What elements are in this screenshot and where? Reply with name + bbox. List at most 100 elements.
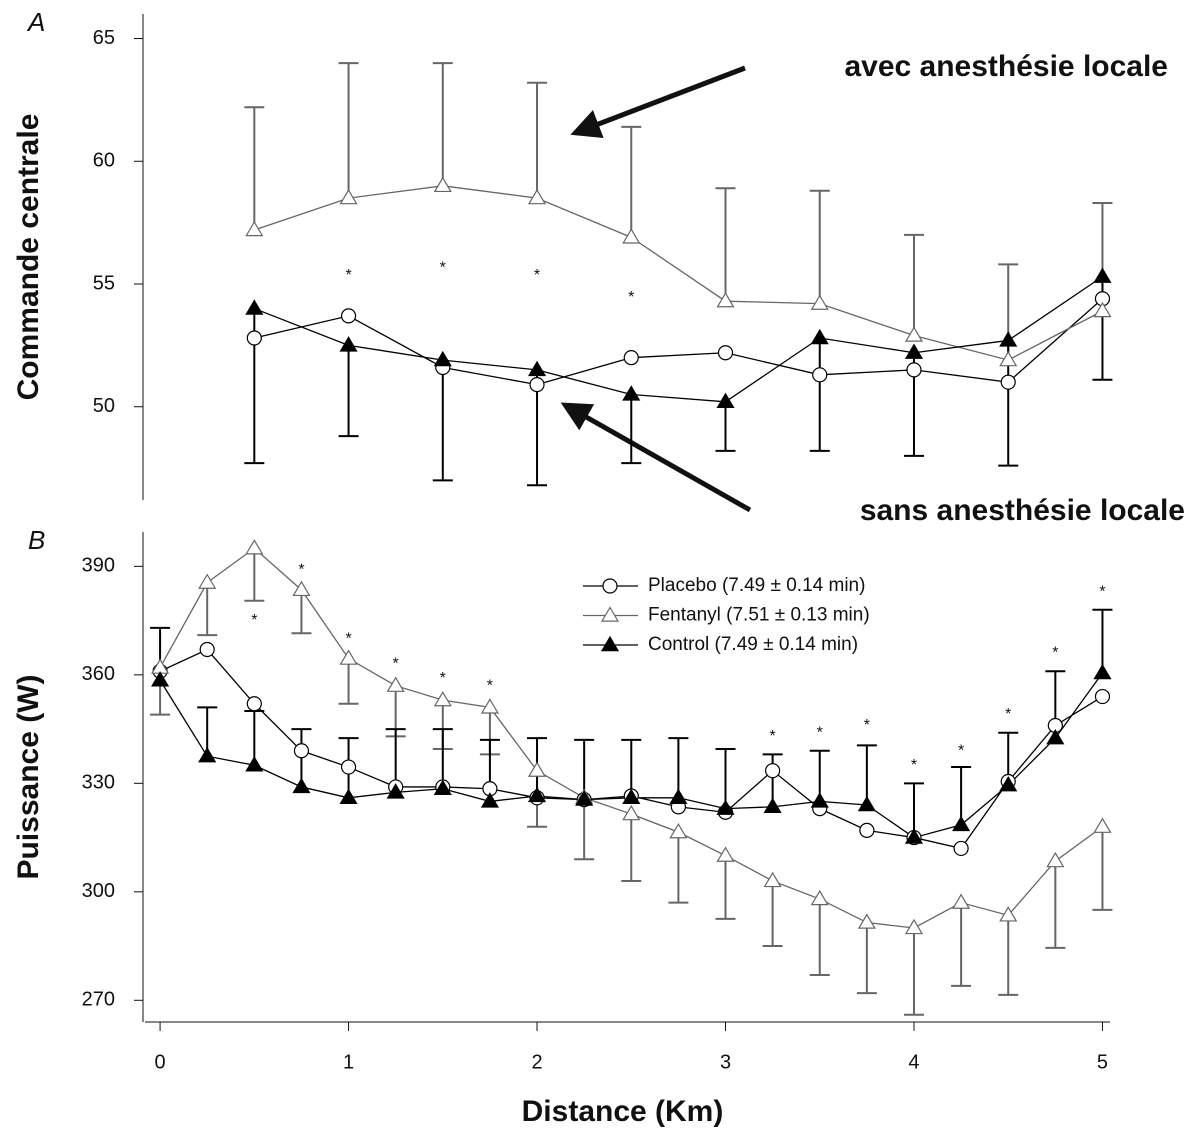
data-point (999, 350, 1018, 367)
significance-mark: * (770, 728, 776, 745)
data-point (810, 792, 829, 808)
significance-mark: * (298, 562, 304, 579)
data-point (386, 676, 405, 692)
data-point (952, 893, 971, 909)
data-point (669, 822, 688, 839)
data-point (529, 377, 545, 393)
legend-label: Fentanyl (7.51 ± 0.13 min) (648, 605, 870, 626)
data-point (245, 299, 264, 315)
legend-label: Placebo (7.49 ± 0.14 min) (648, 575, 865, 596)
y-tick-label: 330 (82, 772, 115, 794)
data-point (433, 690, 452, 707)
data-point (810, 889, 829, 906)
y-tick-label: 270 (82, 989, 115, 1011)
data-point (293, 743, 310, 759)
data-point (622, 228, 641, 244)
data-point (906, 362, 922, 378)
significance-mark: * (958, 742, 964, 759)
data-point (480, 698, 499, 714)
data-point (480, 792, 499, 808)
data-point (527, 360, 547, 377)
callout-arrow (560, 402, 752, 513)
legend-marker (602, 578, 618, 594)
data-point (198, 747, 217, 763)
significance-mark: * (487, 677, 493, 694)
callout-arrow (570, 65, 746, 139)
x-tick-label: 5 (1097, 1051, 1108, 1073)
data-point (198, 573, 217, 589)
significance-mark: * (440, 260, 446, 277)
legend-marker (600, 635, 620, 652)
data-point (245, 756, 264, 772)
y-axis-label: Puissance (W) (12, 674, 45, 879)
data-point (527, 786, 547, 803)
legend-marker (600, 606, 620, 622)
significance-mark: * (628, 289, 634, 306)
data-point (952, 815, 971, 832)
significance-mark: * (911, 757, 917, 774)
significance-mark: * (345, 630, 351, 647)
data-point (623, 350, 639, 366)
data-point (340, 308, 357, 324)
data-point (433, 176, 452, 193)
data-point (1093, 267, 1112, 283)
data-point (812, 367, 828, 383)
y-axis-label: Commande centrale (12, 114, 45, 401)
significance-mark: * (251, 612, 257, 629)
data-point (859, 822, 875, 838)
data-point (716, 392, 735, 409)
data-point (1093, 817, 1112, 833)
data-point (199, 641, 215, 658)
data-point (1046, 851, 1065, 868)
data-point (716, 846, 735, 862)
data-point (999, 775, 1018, 792)
data-point (340, 759, 357, 775)
data-point (904, 343, 924, 359)
data-point (433, 779, 452, 795)
data-point (339, 336, 358, 352)
x-tick-label: 4 (908, 1051, 919, 1073)
data-point (527, 761, 547, 777)
y-tick-label: 55 (93, 272, 115, 294)
data-point (386, 783, 405, 799)
significance-mark: * (817, 724, 823, 741)
significance-mark: * (440, 670, 446, 687)
data-point (857, 795, 876, 812)
significance-mark: * (393, 656, 399, 673)
x-tick-label: 1 (343, 1051, 354, 1073)
data-point (1094, 688, 1111, 705)
data-point (622, 788, 641, 804)
data-point (810, 294, 829, 310)
significance-mark: * (864, 717, 870, 734)
series-line (254, 276, 1103, 403)
data-point (339, 788, 358, 804)
y-tick-label: 390 (82, 555, 115, 577)
data-point (1000, 374, 1016, 390)
data-point (999, 331, 1018, 347)
data-point (1046, 728, 1065, 745)
data-point (765, 763, 781, 779)
data-point (575, 790, 594, 806)
significance-mark: * (345, 267, 351, 284)
data-point (292, 580, 311, 597)
data-point (669, 788, 688, 804)
series-line (254, 185, 1103, 361)
x-tick-label: 2 (531, 1051, 542, 1073)
data-point (622, 804, 641, 821)
callout: avec anesthésie locale (844, 50, 1168, 83)
significance-mark: * (1005, 706, 1011, 723)
data-point (339, 188, 358, 205)
panel-label: B (28, 525, 45, 555)
y-tick-label: 300 (82, 880, 115, 902)
x-axis-label: Distance (Km) (522, 1095, 724, 1128)
data-point (151, 671, 170, 687)
significance-mark: * (534, 267, 540, 284)
panel-label: A (26, 7, 45, 37)
data-point (904, 828, 924, 844)
data-point (1093, 663, 1112, 680)
data-point (1093, 301, 1112, 318)
x-tick-label: 0 (155, 1051, 166, 1073)
data-point (857, 913, 876, 929)
data-point (717, 345, 734, 361)
